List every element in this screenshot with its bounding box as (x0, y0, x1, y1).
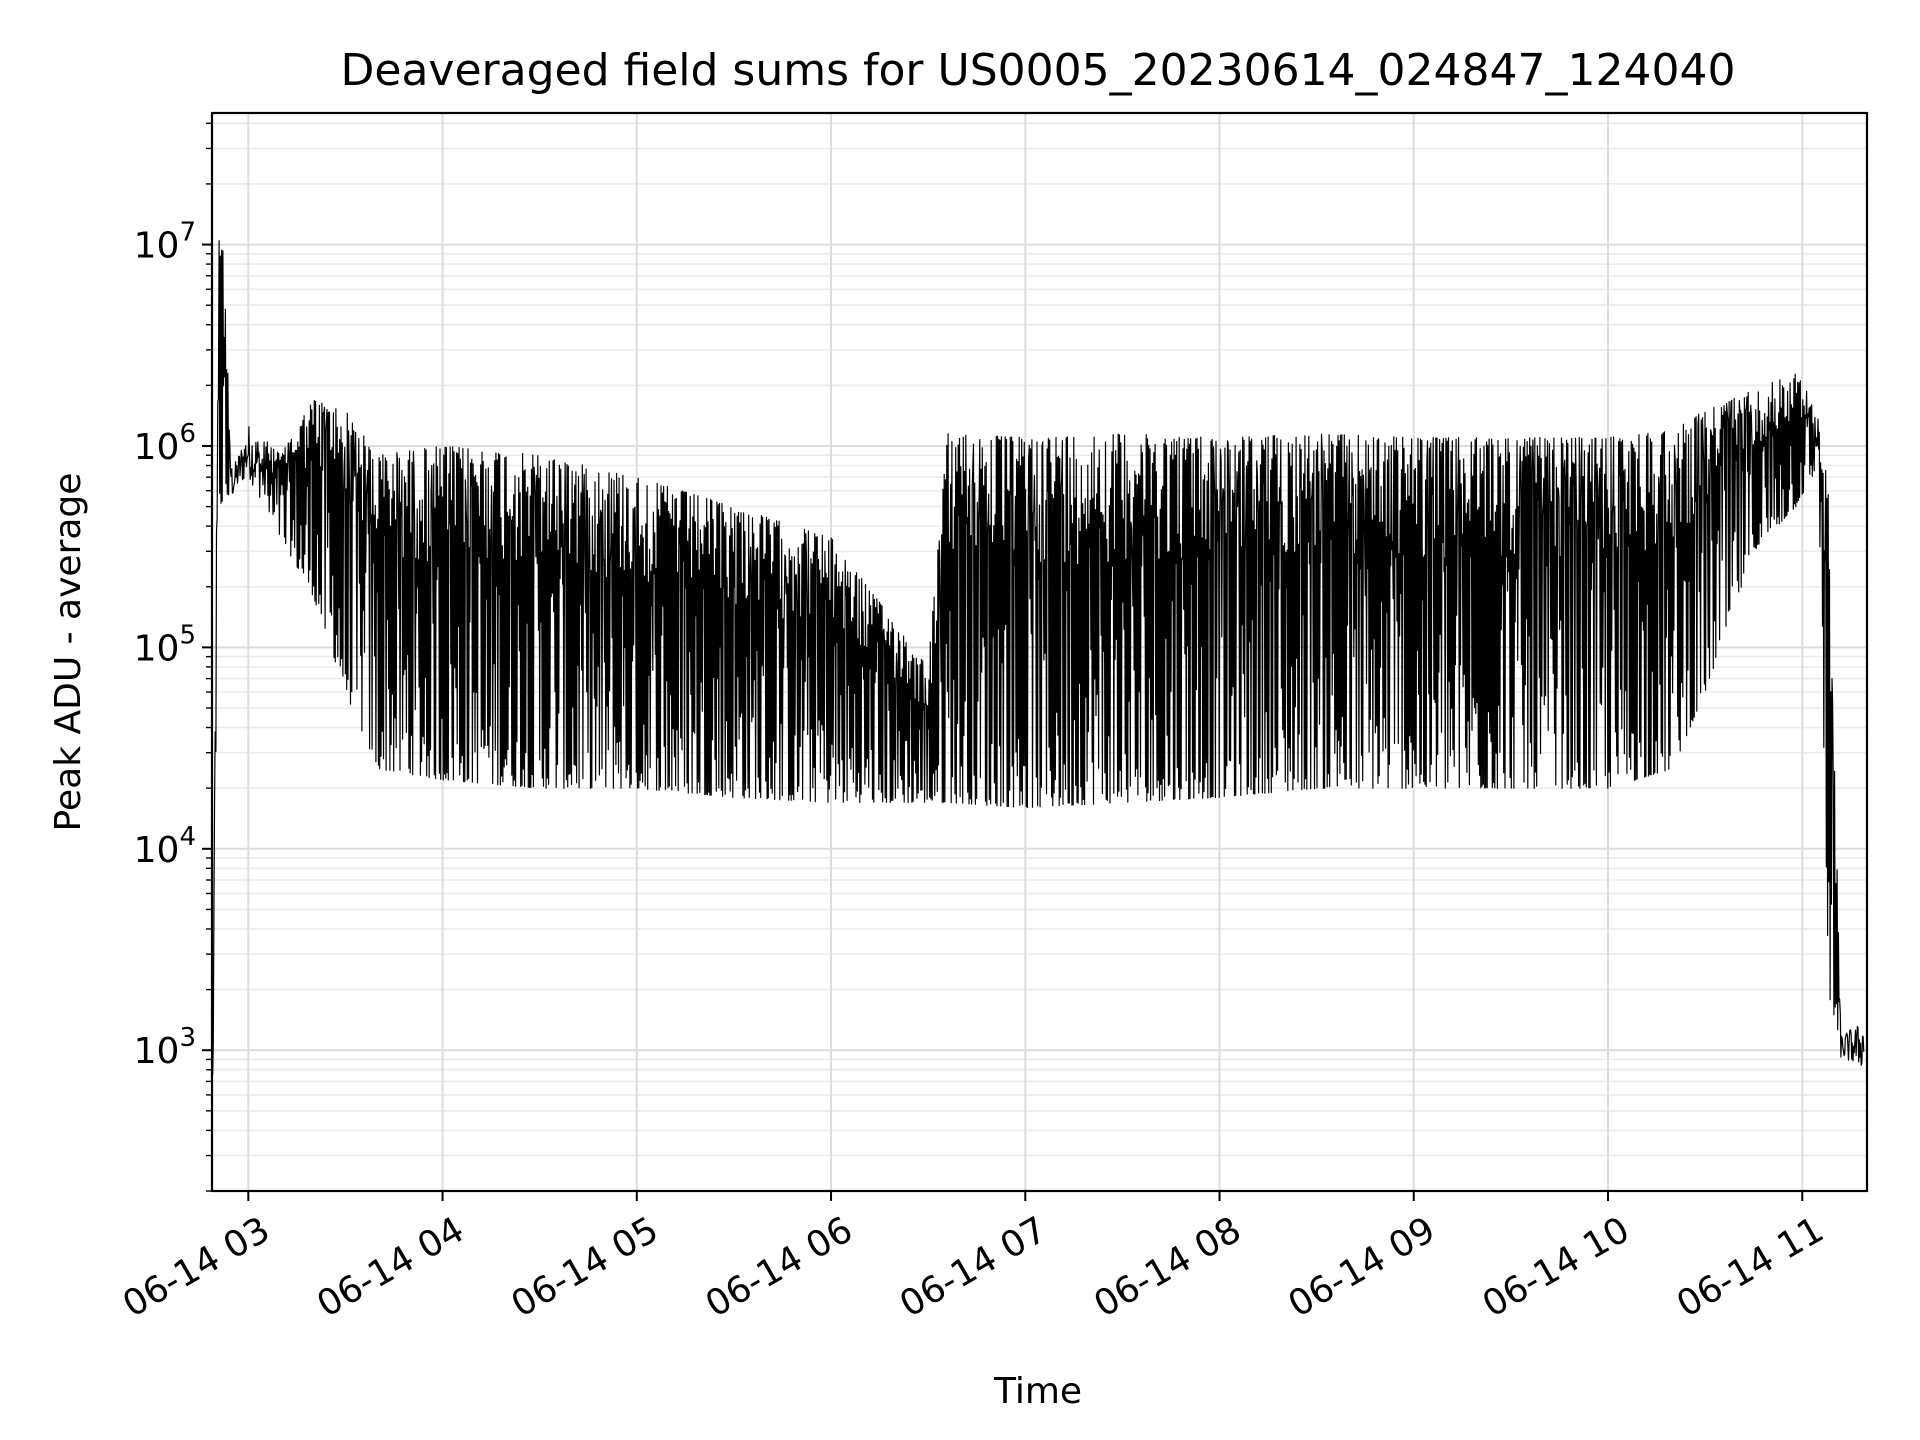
y-tick-label-base: 10 (134, 226, 180, 267)
series-line (212, 240, 1865, 1075)
y-tick-label-exponent: 3 (179, 1023, 196, 1053)
y-tick-label-base: 10 (134, 830, 180, 871)
y-tick-label-exponent: 5 (179, 620, 196, 650)
grid (212, 113, 1867, 1192)
y-axis-label: Peak ADU - average (48, 473, 89, 832)
y-tick-label-base: 10 (134, 427, 180, 468)
y-tick-label-base: 10 (134, 628, 180, 669)
y-tick-label: 103 (134, 1023, 196, 1072)
x-axis-label: Time (993, 1371, 1082, 1412)
y-tick-label: 104 (134, 822, 196, 871)
y-tick-label-exponent: 4 (179, 822, 196, 852)
plot-frame (210, 111, 1869, 1193)
y-tick-label: 107 (134, 218, 196, 267)
y-tick-label-base: 10 (134, 1031, 180, 1072)
y-tick-label-exponent: 7 (179, 218, 196, 248)
y-tick-label-exponent: 6 (179, 419, 196, 449)
series-layer (212, 240, 1865, 1075)
y-tick-label: 105 (134, 620, 196, 669)
y-tick-label: 106 (134, 419, 196, 468)
chart-title: Deaveraged field sums for US0005_2023061… (341, 45, 1736, 96)
